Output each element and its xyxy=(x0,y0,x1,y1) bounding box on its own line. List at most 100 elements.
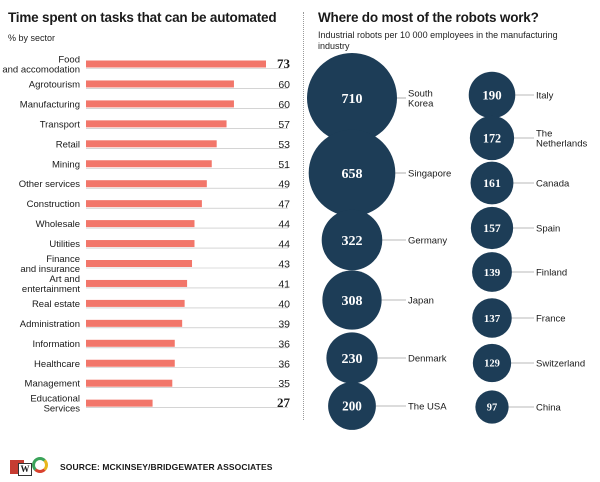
bubble-country-label: Switzerland xyxy=(536,359,585,370)
bar-value-label: 27 xyxy=(277,395,291,410)
bar-category-label: Agrotourism xyxy=(29,79,80,90)
bar-category-label: Information xyxy=(32,339,80,350)
bubble-country-label: The USA xyxy=(408,402,447,413)
bar-value-label: 51 xyxy=(278,159,290,171)
bar xyxy=(86,379,173,387)
bar-value-label: 44 xyxy=(278,219,290,231)
bubble xyxy=(308,129,396,217)
bubble xyxy=(472,298,512,338)
bar-value-label: 60 xyxy=(278,99,290,111)
bar-value-label: 49 xyxy=(278,179,290,191)
bubble xyxy=(470,161,514,205)
source-note: SOURCE: MCKINSEY/BRIDGEWATER ASSOCIATES xyxy=(60,462,273,472)
bar xyxy=(86,60,266,68)
bar-category-label: Educational Services xyxy=(30,394,80,415)
bubble xyxy=(468,71,516,119)
bar-category-label: Other services xyxy=(19,179,80,190)
bubble-country-label: Singapore xyxy=(408,169,451,180)
bar xyxy=(86,100,234,108)
bubble-value-label: 161 xyxy=(483,177,501,190)
bubble-country-label: Spain xyxy=(536,224,560,235)
bar-value-label: 60 xyxy=(278,79,290,91)
bar xyxy=(86,319,183,327)
bubble-value-label: 658 xyxy=(342,167,363,182)
bar-value-label: 40 xyxy=(278,298,290,310)
bar xyxy=(86,260,193,267)
bar-value-label: 73 xyxy=(277,56,291,71)
publisher-logo-letter: W xyxy=(18,463,32,476)
bar-category-label: Food and accomodation xyxy=(2,55,80,76)
bubble xyxy=(475,390,509,424)
bar-value-label: 47 xyxy=(278,199,290,211)
bubble xyxy=(322,270,382,330)
bar-category-label: Utilities xyxy=(49,239,80,250)
bubble-value-label: 322 xyxy=(342,234,363,249)
bubble-country-label: Germany xyxy=(408,236,447,247)
bar-category-label: Mining xyxy=(52,159,80,170)
robots-panel: Where do most of the robots work? Indust… xyxy=(307,0,600,440)
bubble-country-label: France xyxy=(536,314,566,325)
bar-category-label: Administration xyxy=(20,319,80,330)
bar-category-label: Finance and insurance xyxy=(20,254,80,275)
bar-value-label: 39 xyxy=(278,318,290,330)
bar xyxy=(86,279,188,287)
bubble-country-label: Finland xyxy=(536,268,567,279)
bubble-value-label: 97 xyxy=(487,403,498,414)
bubble xyxy=(469,115,515,161)
bar-value-label: 44 xyxy=(278,239,290,251)
bar-value-label: 36 xyxy=(278,338,290,350)
automation-panel: Time spent on tasks that can be automate… xyxy=(0,0,300,440)
footer: W SOURCE: MCKINSEY/BRIDGEWATER ASSOCIATE… xyxy=(0,440,600,482)
bubble-value-label: 710 xyxy=(342,92,363,107)
bar-category-label: Management xyxy=(25,379,81,390)
bubble-chart-title: Where do most of the robots work? xyxy=(318,10,539,25)
bar-value-label: 57 xyxy=(278,119,290,131)
bar xyxy=(86,299,185,307)
bubble-value-label: 230 xyxy=(342,352,363,367)
bar xyxy=(86,160,212,168)
bubble-value-label: 129 xyxy=(484,359,500,370)
bar-chart: Food and accomodation 73 Agrotourism 60 Manuf… xyxy=(2,55,291,415)
panel-divider xyxy=(303,12,304,420)
bar-category-label: Healthcare xyxy=(34,359,80,370)
bubble xyxy=(470,206,514,250)
bubble-country-label: Canada xyxy=(536,179,570,190)
bubble-value-label: 139 xyxy=(484,267,501,279)
bubble xyxy=(326,332,378,384)
bar xyxy=(86,180,207,188)
bar-category-label: Wholesale xyxy=(36,219,80,230)
publisher-logo-ring-icon xyxy=(32,457,48,473)
bar-category-label: Transport xyxy=(40,119,81,130)
bubble xyxy=(472,252,512,292)
bubble-chart-subtitle: Industrial robots per 10 000 employees i… xyxy=(318,30,558,51)
bar-value-label: 35 xyxy=(278,378,290,390)
bubble-value-label: 308 xyxy=(342,294,363,309)
bar-value-label: 36 xyxy=(278,358,290,370)
bar-category-label: Manufacturing xyxy=(20,99,80,110)
bubble xyxy=(321,209,383,271)
bubble-country-label: Denmark xyxy=(408,354,447,365)
bar xyxy=(86,240,195,248)
bar xyxy=(86,339,175,347)
bubble xyxy=(307,53,397,143)
bar xyxy=(86,80,234,88)
bar xyxy=(86,120,227,128)
bar-value-label: 41 xyxy=(278,278,290,290)
bubble-country-label: China xyxy=(536,403,562,414)
bubble-value-label: 172 xyxy=(483,131,501,145)
bar xyxy=(86,200,202,208)
bubble-value-label: 200 xyxy=(342,399,362,414)
bubble-chart: 710 South Korea 658 Singapore 322 Germany 308 Ja… xyxy=(307,53,587,430)
bar-category-label: Real estate xyxy=(32,299,80,310)
bar xyxy=(86,399,153,407)
bubble-country-label: South Korea xyxy=(408,89,434,110)
bar-value-label: 53 xyxy=(278,139,290,151)
bubble-country-label: Italy xyxy=(536,91,554,102)
bubble-value-label: 190 xyxy=(482,88,501,102)
bubble-country-label: Japan xyxy=(408,296,434,307)
bubble xyxy=(472,343,512,383)
bar-chart-subtitle: % by sector xyxy=(8,33,56,43)
bar-category-label: Retail xyxy=(56,139,80,150)
bar-chart-title: Time spent on tasks that can be automate… xyxy=(8,10,277,25)
bubble-value-label: 157 xyxy=(483,222,501,235)
